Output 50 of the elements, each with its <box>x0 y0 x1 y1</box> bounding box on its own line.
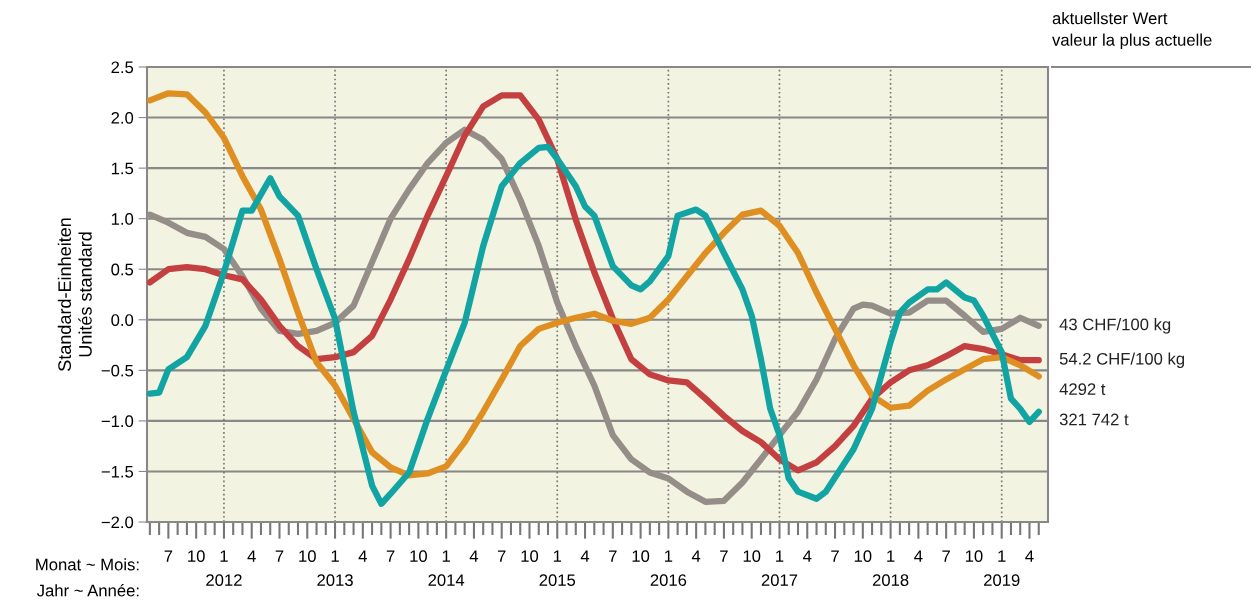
x-tick-label: 1 2015 <box>539 550 576 587</box>
text: Monat ~ Mois: <box>36 558 139 571</box>
y-tick-label: 1.0 <box>111 213 134 225</box>
x-tick-label: 7 <box>942 550 950 562</box>
x-tick-label: 7 <box>164 550 173 562</box>
x-tick-label: 10 <box>854 550 872 563</box>
series-label: 54.2 CHF/100 kg <box>1059 352 1185 368</box>
x-tick-label: 7 <box>386 550 395 562</box>
x-tick-label: 7 <box>275 550 284 562</box>
x-tick-label: 7 <box>831 550 839 562</box>
x-tick-label: 4 <box>914 550 923 562</box>
y-tick-label: 2.5 <box>111 61 134 74</box>
x-tick-label: 10 <box>743 550 761 563</box>
series-label: 4292 t <box>1059 383 1106 396</box>
x-tick-label: 1 2019 <box>984 550 1020 587</box>
y-tick-label: 0.5 <box>111 263 134 276</box>
text: Jahr ~ Année: <box>36 584 139 597</box>
x-tick-label: 1 2013 <box>317 550 353 587</box>
x-tick-label: 10 <box>410 550 427 563</box>
y-tick-label: 2.0 <box>111 111 134 124</box>
x-tick-label: 4 <box>580 550 590 562</box>
x-tick-label: 1 2018 <box>872 550 909 587</box>
x-tick-label: 10 <box>965 550 983 563</box>
x-tick-label: 1 2014 <box>428 550 465 587</box>
x-tick-label: 10 <box>299 550 316 563</box>
y-tick-label: 1.5 <box>111 162 134 175</box>
x-tick-label: 1 2012 <box>206 550 242 587</box>
series-label: 43 CHF/100 kg <box>1059 318 1171 334</box>
y-axis-title: Standard-Einheiten Unités standard <box>57 218 92 371</box>
x-tick-label: 10 <box>188 550 205 563</box>
x-tick-label: 10 <box>521 550 539 563</box>
x-tick-label: 4 <box>247 550 256 562</box>
y-tick-label: −1.0 <box>101 415 134 428</box>
x-tick-label: 7 <box>720 550 728 562</box>
y-tick-label: −0.5 <box>101 364 134 377</box>
x-tick-label: 1 2017 <box>761 550 798 587</box>
y-tick-label: −2.0 <box>101 516 134 529</box>
x-tick-label: 4 <box>358 550 367 562</box>
series-label: 321 742 t <box>1059 413 1129 426</box>
x-tick-label: 10 <box>632 550 650 563</box>
y-tick-label: −1.5 <box>101 466 134 478</box>
text: aktuellster Wert valeur la plus actuelle <box>1052 12 1212 50</box>
x-tick-label: 1 2016 <box>650 550 687 587</box>
x-tick-label: 4 <box>469 550 479 562</box>
x-tick-label: 4 <box>803 550 812 562</box>
x-tick-label: 7 <box>497 550 506 562</box>
x-tick-label: 4 <box>1025 550 1034 562</box>
x-tick-label: 7 <box>609 550 617 562</box>
y-tick-label: 0.0 <box>111 314 134 326</box>
x-tick-label: 4 <box>691 550 701 562</box>
